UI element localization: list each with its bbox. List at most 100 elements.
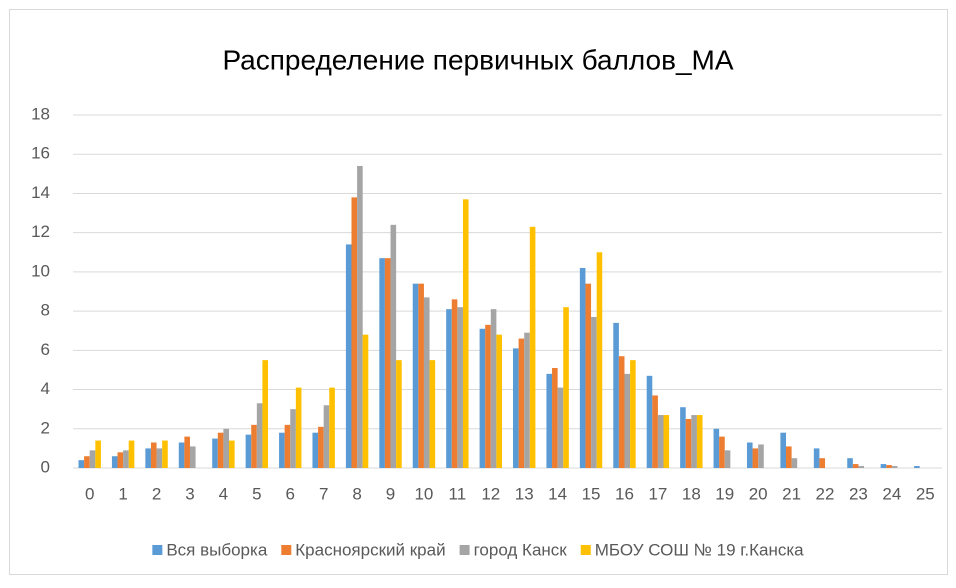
bar [719, 436, 725, 468]
bar [279, 432, 285, 468]
y-tick-label: 10 [31, 261, 50, 280]
bar [128, 440, 135, 468]
x-tick-label: 0 [85, 484, 94, 503]
bar [791, 458, 798, 468]
bar [886, 465, 892, 468]
legend-label: Красноярский край [295, 540, 445, 559]
bar [596, 252, 603, 468]
bar [591, 316, 597, 468]
bar [696, 415, 703, 468]
bar [189, 446, 196, 468]
bar [229, 440, 235, 468]
x-tick-label: 25 [916, 484, 935, 503]
legend-swatch [281, 545, 292, 555]
bar [880, 464, 887, 468]
bar [462, 199, 469, 469]
y-tick-label: 14 [31, 183, 50, 202]
y-tick-label: 0 [41, 457, 50, 476]
bar [89, 450, 96, 468]
legend-swatch [152, 545, 163, 555]
bar [813, 448, 820, 468]
bar [412, 283, 419, 468]
bar [451, 299, 458, 468]
x-tick-label: 8 [352, 484, 361, 503]
bar [345, 244, 352, 468]
bar [423, 297, 430, 468]
x-tick-label: 12 [481, 484, 500, 503]
bar [485, 324, 491, 468]
bar [284, 424, 291, 468]
bar [318, 426, 324, 468]
y-tick-label: 8 [41, 301, 50, 320]
bar [858, 466, 865, 468]
x-tick-label: 1 [118, 484, 127, 503]
legend-swatch [580, 545, 591, 555]
bar [780, 432, 786, 468]
bar [156, 448, 163, 468]
bar [256, 403, 263, 468]
y-tick-label: 4 [41, 379, 50, 398]
bar [852, 464, 859, 468]
bar [724, 450, 731, 468]
bar [752, 448, 759, 468]
x-tick-label: 14 [548, 484, 567, 503]
bar [891, 466, 898, 468]
bar [390, 224, 397, 468]
bar [552, 367, 558, 468]
bar [496, 334, 502, 468]
bar [178, 442, 185, 468]
bar [312, 432, 319, 468]
bar [518, 338, 525, 468]
bar [78, 460, 85, 468]
bar [251, 424, 257, 468]
bar [479, 328, 486, 468]
bar [646, 375, 653, 468]
bar [111, 456, 118, 468]
bar [630, 360, 636, 468]
bar [546, 373, 553, 468]
bar [223, 428, 230, 468]
bar [524, 332, 530, 468]
bar [490, 309, 497, 468]
bar [162, 440, 168, 468]
bar [457, 307, 463, 468]
x-tick-label: 15 [582, 484, 601, 503]
bar [785, 446, 792, 468]
x-tick-label: 22 [816, 484, 835, 503]
y-tick-label: 12 [31, 222, 50, 241]
y-tick-label: 6 [41, 340, 50, 359]
legend-swatch [459, 545, 470, 555]
x-tick-label: 2 [152, 484, 161, 503]
x-tick-label: 10 [414, 484, 433, 503]
bar [295, 387, 302, 468]
bar [557, 387, 564, 468]
bar [680, 407, 686, 468]
bar [290, 409, 296, 468]
bar [323, 405, 330, 468]
bar [657, 415, 664, 468]
bar [758, 444, 764, 468]
bar [585, 283, 592, 468]
x-tick-label: 6 [286, 484, 295, 503]
bar [245, 434, 252, 468]
x-tick-label: 16 [615, 484, 634, 503]
x-tick-label: 20 [749, 484, 768, 503]
bar [819, 458, 826, 468]
bar [652, 395, 658, 468]
bar [357, 165, 363, 468]
bar [685, 418, 692, 468]
x-tick-label: 3 [185, 484, 194, 503]
x-tick-label: 4 [219, 484, 228, 503]
legend-label: МБОУ СОШ № 19 г.Канска [595, 540, 804, 559]
bar [262, 360, 269, 468]
bar [217, 432, 224, 468]
bar [663, 415, 670, 468]
bar [351, 197, 358, 468]
y-tick-label: 2 [41, 418, 50, 437]
chart-frame [9, 9, 948, 575]
legend-label: Вся выборка [166, 540, 267, 559]
bar [184, 436, 190, 468]
x-tick-label: 7 [319, 484, 328, 503]
bar [746, 442, 753, 468]
